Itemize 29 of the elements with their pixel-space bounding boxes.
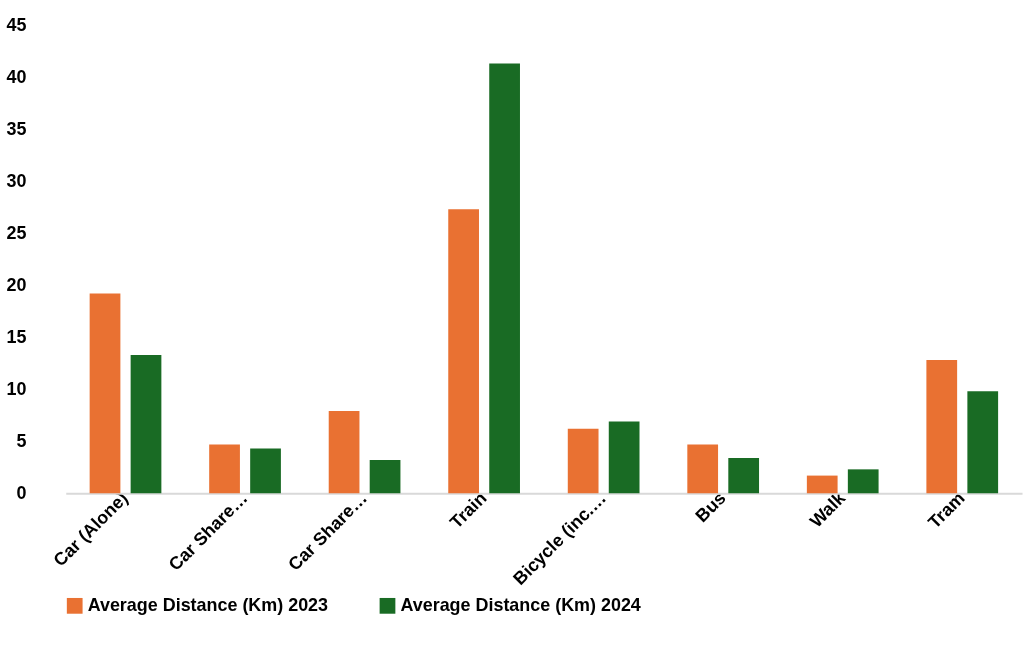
bar <box>728 457 760 494</box>
bar <box>130 354 162 494</box>
y-tick-label: 0 <box>16 482 27 503</box>
bar <box>967 391 999 494</box>
y-tick-label: 25 <box>6 222 27 243</box>
bar <box>608 421 640 494</box>
x-tick-label: Bus <box>691 487 730 527</box>
bar <box>926 360 958 494</box>
y-tick-label: 10 <box>6 378 27 399</box>
bar <box>489 63 520 494</box>
bar <box>687 444 719 494</box>
bar <box>806 475 838 494</box>
bar <box>567 428 599 494</box>
bar <box>448 209 479 494</box>
y-tick-label: 45 <box>6 14 27 35</box>
y-tick-label: 35 <box>6 118 27 139</box>
bar <box>847 469 879 494</box>
bar <box>369 459 401 494</box>
legend-label: Average Distance (Km) 2024 <box>400 594 641 615</box>
y-tick-label: 15 <box>6 326 27 347</box>
y-tick-label: 20 <box>6 274 27 295</box>
y-tick-label: 40 <box>6 66 27 87</box>
bar <box>328 411 360 494</box>
legend-label: Average Distance (Km) 2023 <box>87 594 329 615</box>
y-tick-label: 5 <box>16 430 27 451</box>
bar <box>250 448 281 494</box>
y-tick-label: 30 <box>6 170 27 191</box>
bar <box>89 293 121 494</box>
bar <box>209 444 240 494</box>
